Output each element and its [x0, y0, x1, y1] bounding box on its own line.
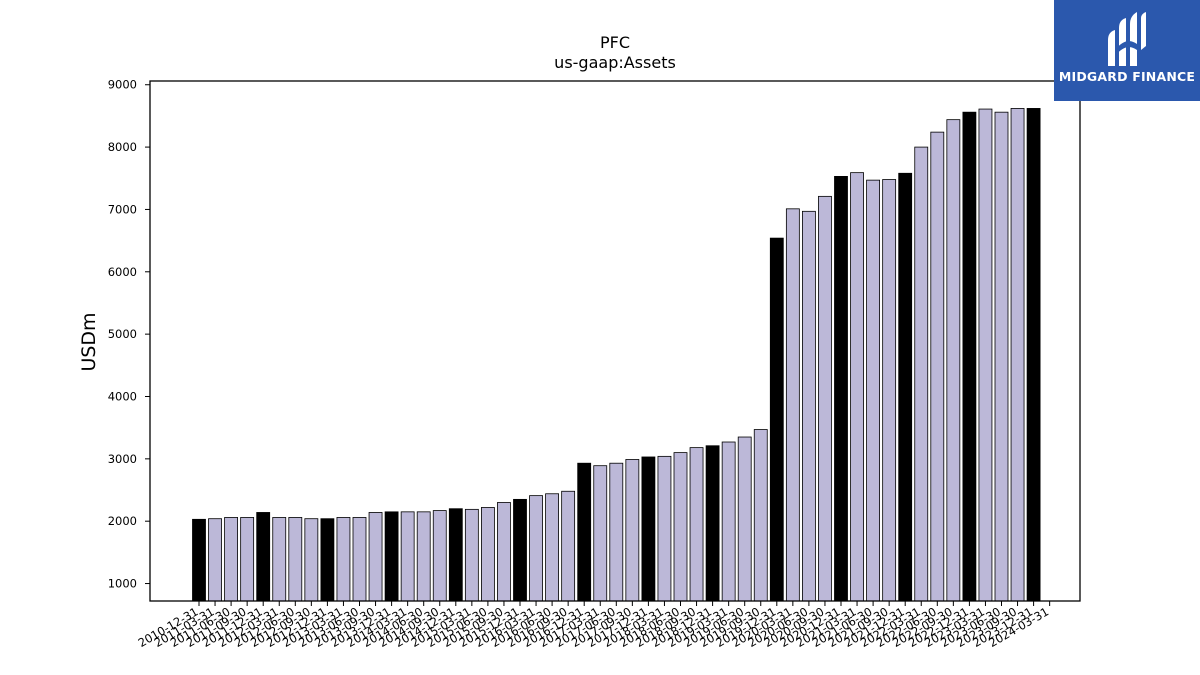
bar-2023-06-30 — [994, 111, 1009, 602]
bar-2023-12-31 — [1026, 108, 1041, 602]
bar-2012-03-31 — [272, 517, 287, 602]
bar-2011-03-31 — [208, 518, 222, 602]
bar-2015-12-31 — [513, 498, 527, 602]
brand-name: MIDGARD FINANCE — [1058, 69, 1196, 84]
bar-2020-06-30 — [802, 210, 816, 602]
y-tick-label: 7000 — [108, 202, 137, 216]
bar-2014-06-30 — [416, 511, 431, 602]
bar-2023-03-31 — [978, 108, 993, 602]
bar-2022-06-30 — [930, 131, 945, 602]
bar-2014-09-30 — [432, 510, 447, 602]
y-tick-label: 3000 — [108, 452, 137, 466]
bar-2021-03-31 — [850, 172, 864, 602]
y-axis: 1000 2000 3000 4000 5000 6000 7000 8000 9000 — [108, 78, 150, 591]
bar-2015-03-31 — [464, 508, 479, 602]
bar-2013-03-31 — [336, 517, 351, 602]
bar-2015-09-30 — [497, 502, 511, 602]
bar-2021-06-30 — [866, 179, 880, 602]
bar-2013-09-30 — [368, 512, 383, 602]
plot-frame — [149, 80, 1081, 602]
chart-subtitle: us-gaap:Assets — [554, 53, 676, 72]
bar-2011-12-31 — [256, 512, 271, 602]
y-tick-label: 9000 — [108, 78, 137, 92]
y-tick-label: 4000 — [108, 389, 137, 403]
bar-2018-09-30 — [689, 447, 704, 602]
bar-2011-06-30 — [224, 517, 239, 602]
bar-2019-09-30 — [753, 429, 768, 602]
y-tick-label: 6000 — [108, 265, 137, 279]
bar-2021-09-30 — [882, 179, 897, 602]
bar-2017-06-30 — [609, 462, 624, 602]
bar-2020-03-31 — [785, 208, 800, 602]
bar-2018-06-30 — [673, 452, 688, 602]
x-axis: 2010-12-312011-03-312011-06-302011-09-30… — [136, 601, 1051, 650]
bar-2018-12-31 — [705, 445, 720, 602]
bar-2016-12-31 — [577, 462, 592, 602]
bar-2014-12-31 — [448, 508, 463, 602]
y-tick-label: 2000 — [108, 514, 137, 528]
y-tick-label: 1000 — [108, 577, 137, 591]
y-tick-label: 8000 — [108, 140, 137, 154]
bar-2014-03-31 — [400, 511, 415, 602]
midgard-logo-icon — [1108, 12, 1146, 66]
bar-2017-12-31 — [641, 456, 656, 602]
bar-2020-12-31 — [834, 175, 848, 602]
chart-title: PFC — [600, 33, 630, 52]
bars-group — [192, 108, 1041, 602]
bar-2022-03-31 — [914, 146, 929, 602]
brand-logo: MIDGARD FINANCE — [1054, 0, 1200, 101]
y-tick-label: 5000 — [108, 327, 137, 341]
bar-2012-06-30 — [288, 517, 303, 602]
bar-2010-12-31 — [192, 518, 206, 602]
bar-2019-12-31 — [769, 237, 784, 602]
bar-2017-03-31 — [593, 465, 608, 602]
bar-2013-12-31 — [384, 511, 399, 602]
bar-2012-09-30 — [304, 518, 319, 602]
bar-2021-12-31 — [898, 172, 913, 602]
bar-2013-06-30 — [352, 517, 367, 602]
bar-2018-03-31 — [657, 455, 672, 602]
y-axis-label: USDm — [78, 312, 100, 371]
bar-2011-09-30 — [240, 517, 255, 602]
bar-2019-03-31 — [721, 441, 736, 602]
bar-2020-09-30 — [818, 195, 832, 602]
bar-2022-12-31 — [962, 111, 977, 602]
bar-2015-06-30 — [480, 507, 495, 602]
bar-2019-06-30 — [737, 436, 752, 602]
bar-2016-03-31 — [529, 495, 543, 602]
bar-2016-09-30 — [561, 490, 576, 602]
bar-2023-09-30 — [1010, 108, 1025, 602]
bar-2022-09-30 — [946, 119, 961, 602]
bar-2016-06-30 — [545, 493, 559, 602]
bar-2012-12-31 — [320, 518, 335, 602]
bar-2017-09-30 — [625, 459, 640, 602]
